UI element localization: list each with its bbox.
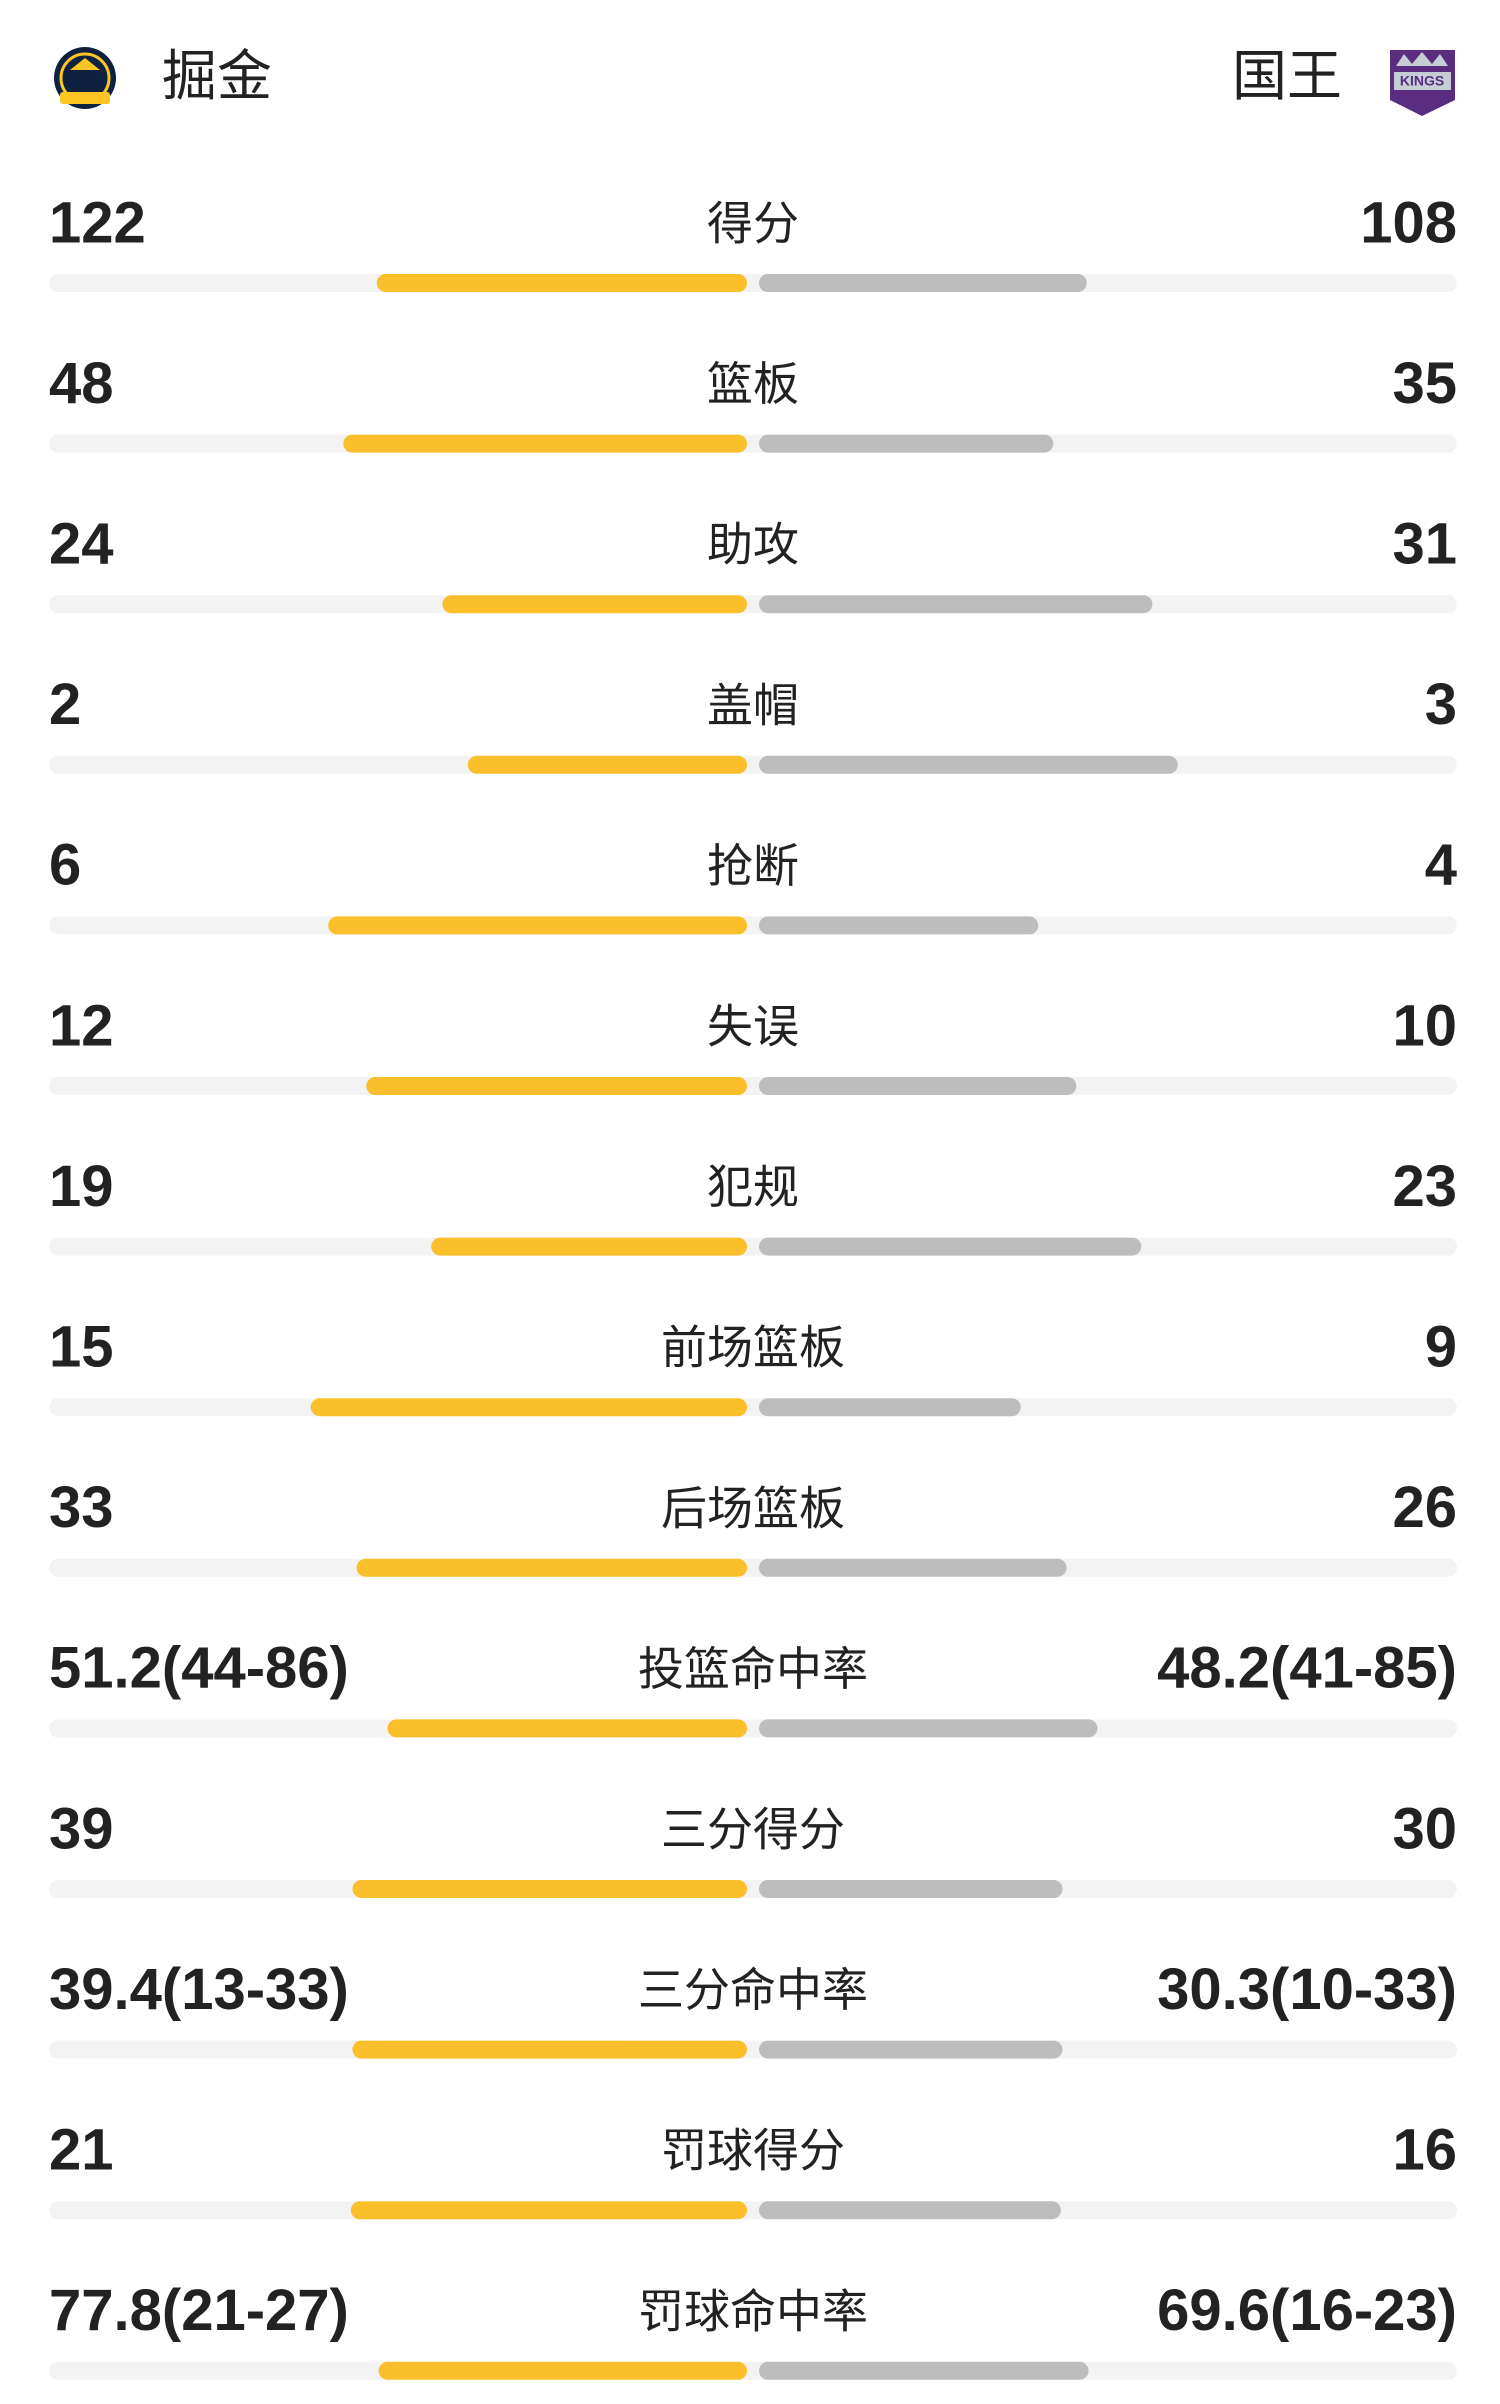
right-value: 31 xyxy=(1392,512,1457,577)
bar-track xyxy=(49,1558,1457,1577)
left-value: 77.8(21-27) xyxy=(49,2278,349,2343)
left-value: 6 xyxy=(49,833,81,898)
stat-name: 前场篮板 xyxy=(661,1321,845,1375)
away-bar xyxy=(759,1077,1077,1095)
away-bar xyxy=(759,1880,1063,1898)
right-value: 30 xyxy=(1392,1796,1457,1861)
left-value: 33 xyxy=(49,1475,114,1540)
away-bar xyxy=(759,2040,1063,2059)
home-bar xyxy=(350,2201,747,2220)
away-bar xyxy=(759,2201,1061,2220)
home-bar xyxy=(442,595,747,614)
right-value: 4 xyxy=(1425,833,1457,898)
left-value: 24 xyxy=(49,512,114,577)
stat-name: 后场篮板 xyxy=(661,1481,845,1535)
left-value: 15 xyxy=(49,1315,114,1380)
bar-track xyxy=(49,1237,1457,1256)
stat-name: 投篮命中率 xyxy=(638,1642,868,1696)
nuggets-logo xyxy=(54,47,116,109)
left-value: 39.4(13-33) xyxy=(49,1957,349,2022)
left-value: 48 xyxy=(49,351,114,416)
stat-name: 篮板 xyxy=(707,357,799,411)
right-value: 16 xyxy=(1392,2118,1457,2183)
away-bar xyxy=(759,274,1087,292)
right-value: 69.6(16-23) xyxy=(1157,2278,1457,2343)
away-bar xyxy=(759,2361,1089,2380)
bar-track xyxy=(49,1880,1457,1898)
bar-track xyxy=(49,595,1457,614)
right-value: 26 xyxy=(1392,1475,1457,1540)
away-bar xyxy=(759,595,1153,614)
bar-track xyxy=(49,434,1457,453)
bar-track xyxy=(49,755,1457,774)
away-bar xyxy=(759,755,1178,774)
stat-name: 三分得分 xyxy=(661,1803,845,1857)
left-value: 12 xyxy=(49,993,114,1058)
right-value: 23 xyxy=(1392,1154,1457,1219)
home-bar xyxy=(366,1077,747,1095)
bar-track xyxy=(49,274,1457,292)
stat-name: 盖帽 xyxy=(707,678,799,732)
right-value: 30.3(10-33) xyxy=(1157,1957,1457,2022)
home-bar xyxy=(328,916,747,935)
left-value: 19 xyxy=(49,1154,114,1219)
away-bar xyxy=(759,1719,1098,1738)
bar-track xyxy=(49,2361,1457,2380)
bar-track xyxy=(49,1398,1457,1417)
away-bar xyxy=(759,916,1039,935)
bar-track xyxy=(49,916,1457,935)
stat-name: 三分命中率 xyxy=(638,1963,868,2017)
stat-name: 罚球命中率 xyxy=(638,2284,868,2338)
left-value: 2 xyxy=(49,672,81,737)
left-value: 122 xyxy=(49,190,146,255)
home-bar xyxy=(378,2361,747,2380)
away-bar xyxy=(759,1398,1021,1417)
home-bar xyxy=(356,1558,747,1577)
home-bar xyxy=(467,755,747,774)
stat-name: 抢断 xyxy=(707,839,799,893)
right-value: 9 xyxy=(1425,1315,1457,1380)
right-value: 48.2(41-85) xyxy=(1157,1636,1457,1701)
home-team: 掘金 xyxy=(162,44,272,108)
home-bar xyxy=(352,2040,747,2059)
left-value: 39 xyxy=(49,1796,114,1861)
home-bar xyxy=(387,1719,747,1738)
home-bar xyxy=(310,1398,747,1417)
away-team: 国王 xyxy=(1232,44,1342,108)
right-value: 108 xyxy=(1360,190,1457,255)
svg-text:KINGS: KINGS xyxy=(1400,73,1444,89)
left-value: 21 xyxy=(49,2118,114,2183)
bar-track xyxy=(49,1077,1457,1095)
home-bar xyxy=(352,1880,747,1898)
stat-name: 助攻 xyxy=(707,518,799,572)
bar-track xyxy=(49,2201,1457,2220)
home-bar xyxy=(431,1237,747,1256)
away-bar xyxy=(759,1558,1067,1577)
home-bar xyxy=(376,274,747,292)
home-bar xyxy=(343,434,747,453)
right-value: 10 xyxy=(1392,993,1457,1058)
bar-track xyxy=(49,2040,1457,2059)
bar-track xyxy=(49,1719,1457,1738)
left-value: 51.2(44-86) xyxy=(49,1636,349,1701)
stat-name: 失误 xyxy=(707,1000,799,1054)
away-bar xyxy=(759,434,1054,453)
stat-name: 罚球得分 xyxy=(661,2124,845,2178)
right-value: 3 xyxy=(1425,672,1457,737)
stat-name: 得分 xyxy=(707,197,799,251)
away-bar xyxy=(759,1237,1142,1256)
stat-name: 犯规 xyxy=(707,1160,799,1214)
right-value: 35 xyxy=(1392,351,1457,416)
kings-logo: KINGS xyxy=(1390,50,1455,116)
